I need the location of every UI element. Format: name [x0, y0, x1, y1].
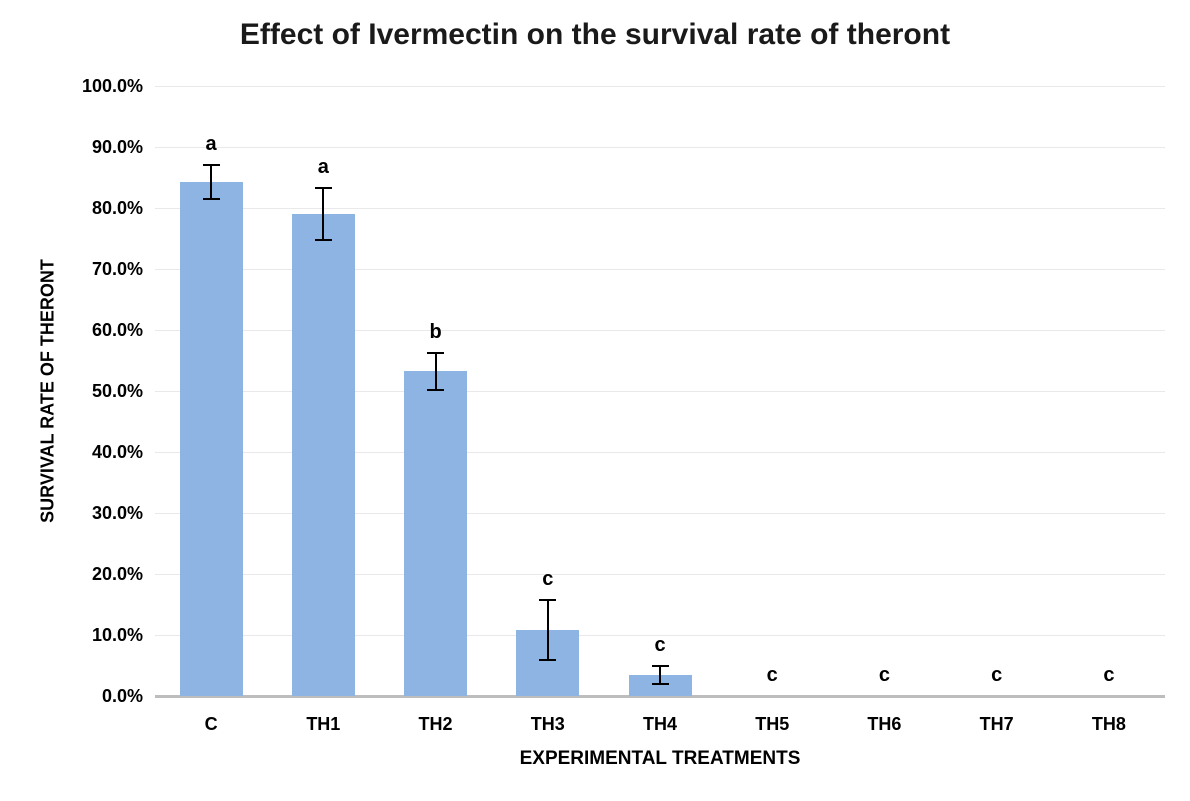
- gridline: [155, 635, 1165, 636]
- x-tick-label-TH7: TH7: [979, 714, 1014, 734]
- gridline: [155, 269, 1165, 270]
- error-bar-cap: [314, 186, 332, 189]
- error-bar-TH3: [546, 600, 549, 660]
- gridline: [155, 391, 1165, 392]
- error-bar-cap: [202, 197, 220, 200]
- y-tick-label: 20.0%: [91, 564, 143, 584]
- significance-letter-TH5: c: [766, 664, 778, 686]
- significance-letter-C: a: [205, 132, 217, 155]
- y-tick-label: 90.0%: [91, 137, 143, 157]
- significance-letter-TH4: c: [654, 634, 666, 657]
- x-tick-label-TH2: TH2: [418, 714, 453, 734]
- error-bar-cap: [202, 163, 220, 166]
- significance-letter-TH8: c: [1103, 664, 1115, 686]
- error-bar-TH2: [434, 353, 437, 390]
- error-bar-cap: [427, 388, 445, 391]
- x-tick-label-TH5: TH5: [755, 714, 790, 734]
- error-bar-cap: [539, 599, 557, 602]
- significance-letter-TH2: b: [429, 321, 442, 344]
- x-tick-label-TH3: TH3: [530, 714, 565, 734]
- y-tick-label: 0.0%: [101, 686, 143, 706]
- gridline: [155, 452, 1165, 453]
- x-tick-label-C: C: [204, 714, 218, 734]
- x-axis-line: [155, 695, 1165, 698]
- x-axis-title: EXPERIMENTAL TREATMENTS: [519, 748, 801, 769]
- chart-title: Effect of Ivermectin on the survival rat…: [239, 18, 951, 51]
- significance-letter-TH3: c: [542, 568, 554, 591]
- bar-TH1: [291, 214, 355, 696]
- gridline: [155, 147, 1165, 148]
- error-bar-cap: [651, 683, 669, 686]
- y-tick-label: 40.0%: [91, 442, 143, 462]
- x-tick-label-TH6: TH6: [867, 714, 902, 734]
- y-tick-label: 50.0%: [91, 381, 143, 401]
- gridline: [155, 330, 1165, 331]
- error-bar-TH4: [659, 666, 661, 685]
- y-tick-label: 30.0%: [91, 503, 143, 523]
- gridline: [155, 86, 1165, 87]
- y-tick-label: 60.0%: [91, 320, 143, 340]
- gridline: [155, 208, 1165, 209]
- error-bar-cap: [427, 352, 445, 355]
- gridline: [155, 513, 1165, 514]
- error-bar-C: [210, 164, 213, 199]
- error-bar-TH1: [322, 187, 325, 241]
- x-tick-label-TH8: TH8: [1091, 714, 1126, 734]
- gridline: [155, 574, 1165, 575]
- y-tick-label: 70.0%: [91, 259, 143, 279]
- x-tick-label-TH4: TH4: [642, 714, 677, 734]
- y-tick-label: 10.0%: [91, 625, 143, 645]
- error-bar-cap: [651, 665, 669, 668]
- x-tick-label-TH1: TH1: [306, 714, 341, 734]
- error-bar-cap: [539, 659, 557, 661]
- significance-letter-TH6: c: [878, 664, 890, 686]
- y-tick-label: 100.0%: [81, 76, 143, 96]
- bar-TH2: [404, 371, 468, 696]
- y-tick-label: 80.0%: [91, 198, 143, 218]
- bar-TH4: [628, 675, 692, 696]
- significance-letter-TH7: c: [991, 664, 1003, 686]
- significance-letter-TH1: a: [317, 155, 329, 178]
- error-bar-cap: [314, 239, 332, 242]
- bar-C: [179, 181, 243, 696]
